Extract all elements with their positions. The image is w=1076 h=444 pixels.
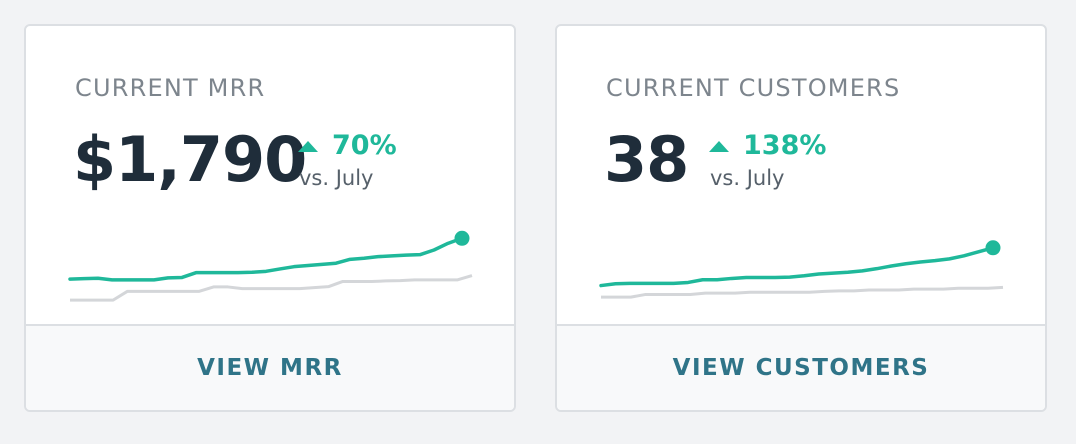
current-period-line [599,246,995,288]
customers-sparkline [599,240,1004,299]
current-period-line [68,236,464,282]
card-title: CURRENT MRR [75,74,266,102]
metric-value: 38 [604,123,689,196]
customers-card: CURRENT CUSTOMERS 38 138% vs. July VIEW … [555,24,1047,412]
card-footer: VIEW MRR [26,324,514,410]
card-footer: VIEW CUSTOMERS [557,324,1045,410]
previous-period-line [70,274,473,302]
change-percent: 138% [743,130,827,161]
up-triangle-icon [709,141,729,152]
change-percent: 70% [332,130,397,161]
change-indicator: 138% vs. July [709,130,826,192]
metric-value: $1,790 [73,123,307,196]
change-indicator: 70% vs. July [298,130,397,192]
view-customers-link[interactable]: VIEW CUSTOMERS [672,355,930,381]
mrr-sparkline [68,230,473,302]
current-value-point [985,240,1001,256]
comparison-label: vs. July [299,166,374,190]
up-triangle-icon [298,141,318,152]
view-mrr-link[interactable]: VIEW MRR [197,355,343,381]
previous-period-line [601,285,1004,299]
card-title: CURRENT CUSTOMERS [606,74,901,102]
mrr-card: CURRENT MRR $1,790 70% vs. July VIEW MRR [24,24,516,412]
comparison-label: vs. July [710,166,785,190]
current-value-point [454,230,470,246]
